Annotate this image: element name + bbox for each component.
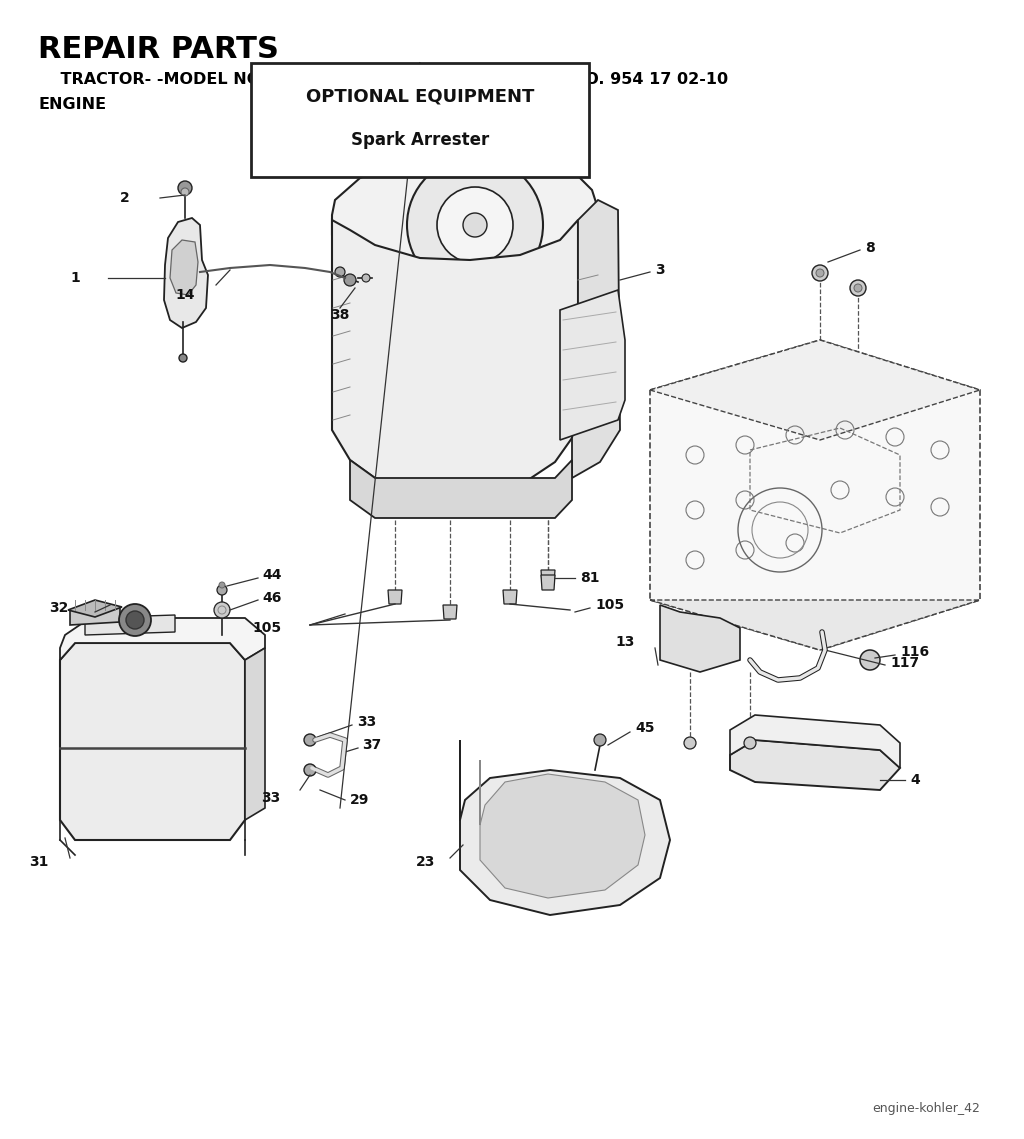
Circle shape bbox=[219, 582, 225, 588]
Text: 29: 29 bbox=[350, 793, 370, 808]
Polygon shape bbox=[85, 615, 175, 636]
Text: 44: 44 bbox=[262, 568, 282, 582]
Text: 32: 32 bbox=[48, 601, 68, 615]
Text: 37: 37 bbox=[362, 738, 381, 752]
Polygon shape bbox=[60, 644, 245, 839]
Text: REPAIR PARTS: REPAIR PARTS bbox=[38, 35, 279, 64]
Polygon shape bbox=[660, 605, 740, 672]
Polygon shape bbox=[650, 341, 980, 440]
Polygon shape bbox=[60, 618, 265, 659]
Circle shape bbox=[437, 187, 513, 263]
Circle shape bbox=[744, 737, 756, 749]
Text: 8: 8 bbox=[865, 241, 874, 255]
Polygon shape bbox=[332, 220, 578, 494]
Circle shape bbox=[860, 650, 880, 670]
Circle shape bbox=[304, 764, 316, 776]
Text: 105: 105 bbox=[253, 621, 282, 636]
Polygon shape bbox=[332, 151, 600, 292]
Circle shape bbox=[304, 734, 316, 746]
Text: OPTIONAL EQUIPMENT: OPTIONAL EQUIPMENT bbox=[305, 88, 535, 106]
Polygon shape bbox=[650, 341, 980, 650]
Circle shape bbox=[684, 737, 696, 749]
Text: 4: 4 bbox=[910, 773, 920, 787]
Circle shape bbox=[344, 274, 356, 286]
Text: 33: 33 bbox=[261, 790, 280, 805]
Text: 33: 33 bbox=[357, 715, 376, 729]
Text: 23: 23 bbox=[416, 855, 435, 869]
Circle shape bbox=[407, 157, 543, 293]
Polygon shape bbox=[70, 607, 120, 625]
Circle shape bbox=[854, 284, 862, 292]
Polygon shape bbox=[541, 575, 555, 590]
Text: engine-kohler_42: engine-kohler_42 bbox=[872, 1103, 980, 1115]
Polygon shape bbox=[388, 590, 402, 604]
Text: 117: 117 bbox=[890, 656, 920, 670]
Circle shape bbox=[850, 280, 866, 296]
Text: 105: 105 bbox=[595, 598, 624, 612]
Text: 116: 116 bbox=[900, 645, 929, 659]
Polygon shape bbox=[541, 570, 555, 584]
Polygon shape bbox=[730, 715, 900, 768]
Text: Spark Arrester: Spark Arrester bbox=[350, 131, 489, 149]
Text: ENGINE: ENGINE bbox=[38, 97, 106, 112]
Circle shape bbox=[179, 354, 187, 362]
Circle shape bbox=[126, 611, 144, 629]
Text: 14: 14 bbox=[175, 288, 195, 302]
Polygon shape bbox=[503, 590, 517, 604]
Polygon shape bbox=[730, 740, 900, 790]
Text: TRACTOR- -MODEL NO. CTH172 (HECTH172B), PRODUCT NO. 954 17 02-10: TRACTOR- -MODEL NO. CTH172 (HECTH172B), … bbox=[38, 72, 728, 87]
Text: 1: 1 bbox=[71, 271, 80, 285]
Circle shape bbox=[816, 269, 824, 277]
Polygon shape bbox=[572, 200, 620, 478]
Polygon shape bbox=[170, 240, 198, 295]
Text: 81: 81 bbox=[580, 571, 599, 585]
Polygon shape bbox=[245, 648, 265, 820]
Text: 3: 3 bbox=[655, 263, 665, 277]
Circle shape bbox=[214, 603, 230, 618]
Polygon shape bbox=[68, 600, 122, 617]
Text: 13: 13 bbox=[615, 636, 635, 649]
Polygon shape bbox=[443, 605, 457, 618]
Bar bbox=[251, 63, 589, 177]
Polygon shape bbox=[350, 460, 572, 518]
Circle shape bbox=[119, 604, 151, 636]
Polygon shape bbox=[560, 290, 625, 440]
Circle shape bbox=[178, 181, 193, 195]
Text: 31: 31 bbox=[29, 855, 48, 869]
Text: 46: 46 bbox=[262, 591, 282, 605]
Circle shape bbox=[463, 213, 487, 237]
Circle shape bbox=[217, 585, 227, 595]
Circle shape bbox=[181, 188, 189, 196]
Text: 45: 45 bbox=[635, 721, 654, 735]
Polygon shape bbox=[650, 600, 980, 650]
Polygon shape bbox=[164, 218, 208, 328]
Circle shape bbox=[362, 274, 370, 282]
Polygon shape bbox=[460, 740, 670, 915]
Polygon shape bbox=[480, 760, 645, 898]
Text: 2: 2 bbox=[120, 191, 130, 205]
Text: 38: 38 bbox=[331, 308, 349, 322]
Circle shape bbox=[335, 267, 345, 277]
Circle shape bbox=[594, 734, 606, 746]
Circle shape bbox=[812, 265, 828, 281]
